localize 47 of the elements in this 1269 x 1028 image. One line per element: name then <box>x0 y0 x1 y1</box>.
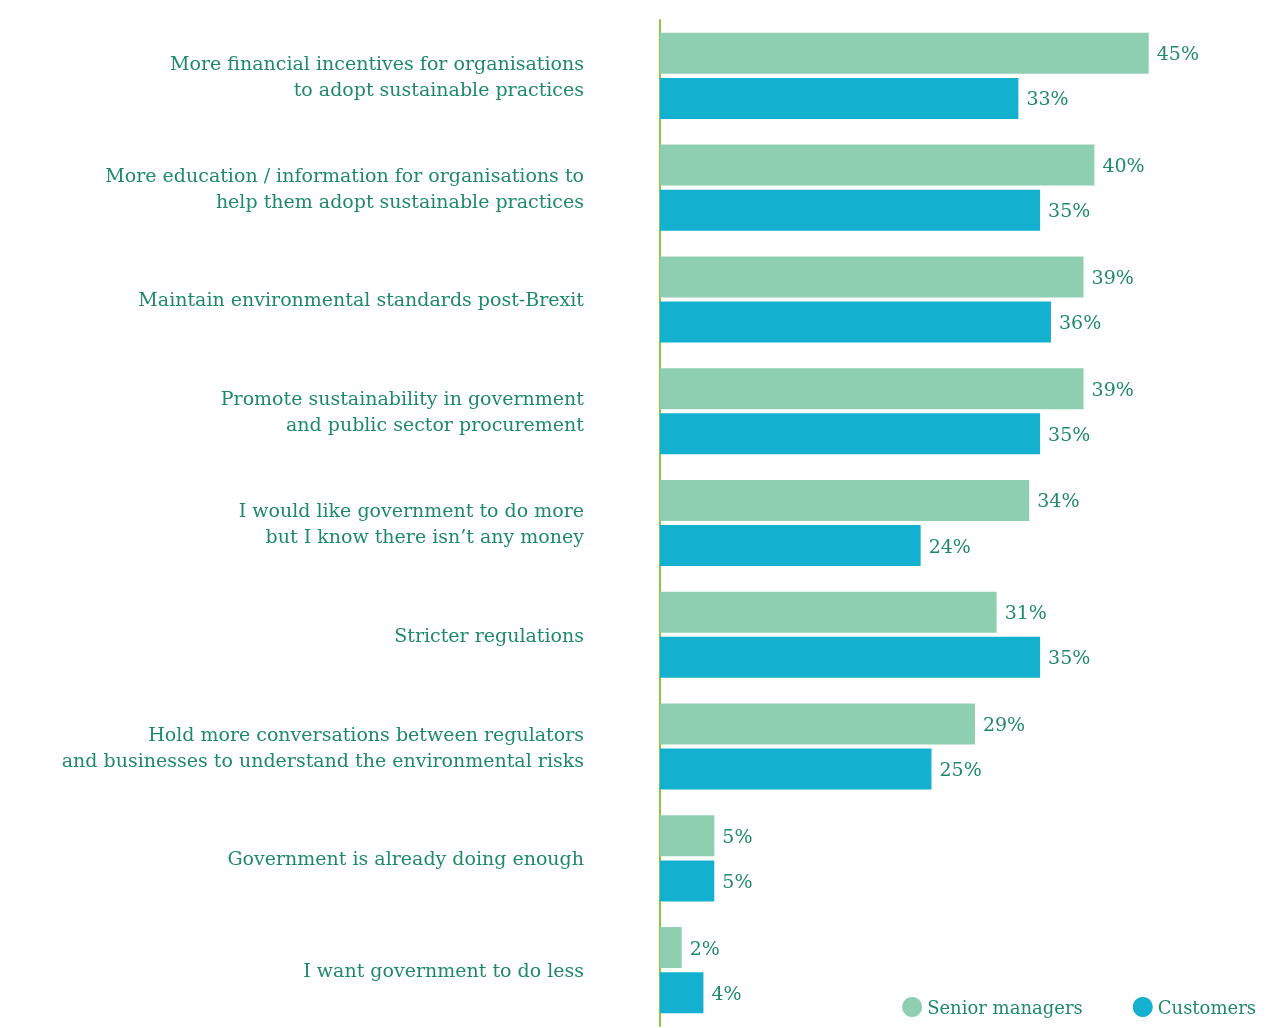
data-label: 29% <box>982 713 1026 736</box>
bar <box>660 748 932 790</box>
bar <box>660 972 704 1014</box>
bar <box>660 144 1095 186</box>
bar <box>660 77 1019 119</box>
bar <box>660 815 715 857</box>
y-tick-label: Hold more conversations between regulators and businesses to understand the environmental risks <box>61 722 584 771</box>
bar <box>660 927 682 969</box>
y-tick-label: Maintain environmental standards post-Brexit <box>138 288 585 311</box>
bar <box>660 703 975 745</box>
y-tick-label: Stricter regulations <box>394 623 584 646</box>
y-tick-label: Promote sustainability in government and public sector procurement <box>220 387 585 436</box>
y-tick-label: I want government to do less <box>303 959 584 982</box>
bar <box>660 636 1041 678</box>
data-label: 5% <box>722 869 753 892</box>
bar <box>660 189 1041 231</box>
bar <box>660 591 997 633</box>
data-label: 35% <box>1048 422 1091 445</box>
data-label: 5% <box>722 824 753 847</box>
data-label: 36% <box>1058 310 1102 333</box>
bar <box>660 301 1051 343</box>
y-tick-label: More financial incentives for organisations to adopt sustainable practices <box>170 51 584 100</box>
bar <box>660 525 921 567</box>
bar <box>660 368 1084 410</box>
y-tick-label: Government is already doing enough <box>227 847 584 870</box>
data-label: 35% <box>1048 199 1091 222</box>
data-label: 25% <box>939 758 982 781</box>
y-tick-label: I would like government to do more but I know there isn’t any money <box>238 499 585 547</box>
legend-label: Senior managers <box>927 996 1083 1018</box>
bar <box>660 479 1030 521</box>
legend-label: Customers <box>1157 996 1257 1018</box>
bar <box>660 860 715 902</box>
data-label: 4% <box>711 981 742 1004</box>
bar <box>660 256 1084 298</box>
data-label: 31% <box>1004 601 1047 624</box>
bar <box>660 413 1041 455</box>
data-label: 39% <box>1091 377 1134 400</box>
data-label: 35% <box>1048 646 1091 669</box>
data-label: 2% <box>689 936 720 959</box>
data-label: 24% <box>928 534 971 557</box>
data-label: 45% <box>1156 42 1199 65</box>
data-label: 40% <box>1102 154 1145 177</box>
data-label: 39% <box>1091 265 1134 288</box>
data-label: 33% <box>1026 87 1069 110</box>
data-label: 34% <box>1037 489 1080 512</box>
y-tick-label: More education / information for organisations to help them adopt sustainable practices <box>105 163 584 212</box>
bar <box>660 32 1149 74</box>
